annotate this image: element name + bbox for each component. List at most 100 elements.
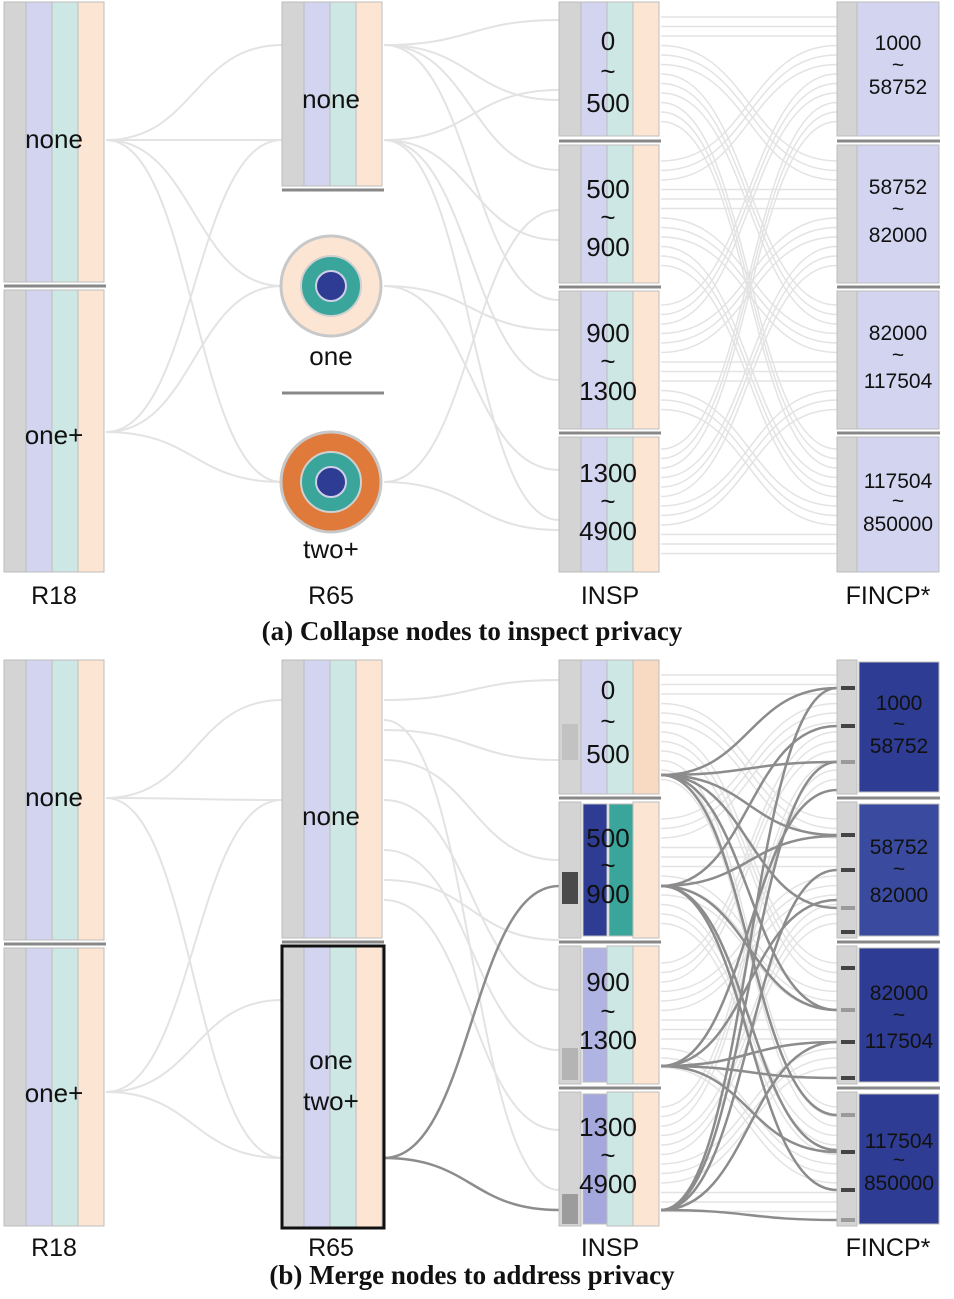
ribbon-link (105, 797, 283, 801)
axis-label-fincp: FINCP* (846, 1234, 931, 1262)
node-lavender-bar-highlight (582, 803, 608, 937)
a-fincp-node-0[interactable]: 1000 ~ 58752 (836, 1, 940, 137)
ribbon-link (105, 1091, 283, 1159)
node-label-top: 1300 (579, 1112, 637, 1142)
caption-a: (a) Collapse nodes to inspect privacy (262, 616, 683, 646)
ribbon-link (105, 797, 283, 1159)
ribbon-link (383, 285, 560, 331)
ribbon-link (105, 431, 283, 483)
axis-label-fincp: FINCP* (846, 582, 931, 610)
node-label-tilde: ~ (892, 198, 904, 221)
endpoint-tick (841, 1188, 855, 1192)
a-insp-node-3[interactable]: 1300 ~ 4900 (558, 436, 660, 573)
node-lavender-bar (25, 289, 53, 573)
node-mint-bar (606, 1, 634, 137)
b-r18-node-one-plus[interactable]: one+ (3, 947, 105, 1227)
node-mint-bar (329, 659, 357, 939)
ribbon-link (660, 1208, 838, 1222)
ribbon-link (660, 760, 838, 777)
node-label-bottom: 900 (586, 879, 629, 909)
ribbon-link (383, 759, 560, 861)
ribbon-link (660, 834, 838, 888)
node-peach-bar (355, 1, 383, 187)
node-label-bottom: 500 (586, 739, 629, 769)
a-r65-node-none[interactable]: none (281, 1, 383, 187)
a-fincp-node-3[interactable]: 117504 ~ 850000 (836, 436, 940, 573)
ribbon-link (660, 686, 838, 777)
ribbon-link (383, 139, 560, 521)
node-mint-bar (329, 945, 357, 1229)
node-peach-bar (77, 659, 105, 941)
node-label-tilde: ~ (600, 486, 615, 516)
ribbon-link (105, 139, 283, 483)
node-label-tilde: ~ (892, 344, 904, 367)
ribbon-link (660, 712, 838, 830)
a-r18-node-none[interactable]: none (3, 1, 105, 283)
endpoint-tick (841, 1008, 855, 1012)
ribbon-link (660, 264, 838, 498)
node-label: none (302, 801, 360, 831)
ribbon-link (383, 799, 560, 991)
node-gray-bar (836, 1, 858, 137)
panel-a: none one+ none one (3, 1, 940, 646)
ribbon-link (660, 913, 838, 1146)
node-label-tilde: ~ (893, 858, 905, 881)
a-r65-node-two-plus-collapsed[interactable]: two+ (279, 430, 383, 564)
ribbon-link (660, 1047, 838, 1165)
b-insp-node-3[interactable]: 1300 ~ 4900 (558, 1091, 660, 1227)
node-lavender-bar (303, 659, 331, 939)
a-r18-node-one-plus[interactable]: one+ (3, 289, 105, 573)
ribbon-link (383, 89, 560, 141)
ribbon-link (660, 1040, 838, 1212)
node-label-bottom: 4900 (579, 516, 637, 546)
caption-b: (b) Merge nodes to address privacy (269, 1260, 675, 1290)
node-mint-bar (606, 1091, 634, 1227)
a-fincp-node-1[interactable]: 58752 ~ 82000 (836, 144, 940, 284)
node-label-one: one (309, 1045, 352, 1075)
node-lavender-bar (580, 659, 608, 795)
b-insp-node-0[interactable]: 0 ~ 500 (558, 659, 660, 795)
node-lavender-bar (25, 1, 53, 283)
node-label-top: 117504 (864, 470, 933, 493)
ribbon-link (383, 899, 560, 1131)
node-label: one+ (25, 1078, 84, 1108)
a-insp-node-0[interactable]: 0 ~ 500 (558, 1, 660, 137)
node-peach-bar (632, 144, 660, 284)
node-peach-bar (355, 945, 383, 1229)
b-insp-node-1-highlighted[interactable]: 500 ~ 900 (558, 801, 660, 939)
ribbon-link (660, 740, 838, 974)
ribbon-link (660, 868, 838, 1212)
b-insp-node-2[interactable]: 900 ~ 1300 (558, 945, 660, 1085)
ribbon-link (383, 719, 560, 1191)
node-gray-bar (558, 144, 582, 284)
a-insp-node-1[interactable]: 500 ~ 900 (558, 144, 660, 284)
ribbon-links (105, 16, 838, 1222)
b-r65-node-none[interactable]: none (281, 659, 383, 939)
node-peach-bar (77, 947, 105, 1227)
endpoint-tick (841, 1040, 855, 1044)
node-peach-bar (632, 1, 660, 137)
node-lavender-bar (580, 1, 608, 137)
a-fincp-node-2[interactable]: 82000 ~ 117504 (836, 290, 940, 430)
node-peach-bar (632, 945, 660, 1085)
ribbon-link (105, 285, 283, 433)
b-fincp-node-2[interactable]: 82000 ~ 117504 (836, 945, 940, 1085)
a-r65-node-one-collapsed[interactable]: one (279, 234, 383, 371)
node-label-tilde: ~ (893, 1004, 905, 1027)
b-r18-node-none[interactable]: none (3, 659, 105, 941)
node-privacy-marker (562, 872, 578, 904)
b-r65-node-merged[interactable]: one two+ (280, 944, 386, 1230)
node-privacy-marker (562, 724, 578, 760)
ribbon-link (105, 139, 283, 287)
node-label: none (25, 782, 83, 812)
ribbon-link (383, 44, 560, 301)
ribbon-link (660, 92, 838, 325)
a-insp-node-2[interactable]: 900 ~ 1300 (558, 290, 660, 430)
node-mint-bar (606, 290, 634, 430)
node-label-bottom: 58752 (869, 76, 927, 99)
b-fincp-node-3[interactable]: 117504 ~ 850000 (836, 1091, 940, 1227)
ribbon-link (660, 44, 838, 162)
node-label: two+ (303, 534, 359, 564)
ribbon-link (105, 139, 283, 433)
node-label-bottom: 4900 (579, 1169, 637, 1199)
